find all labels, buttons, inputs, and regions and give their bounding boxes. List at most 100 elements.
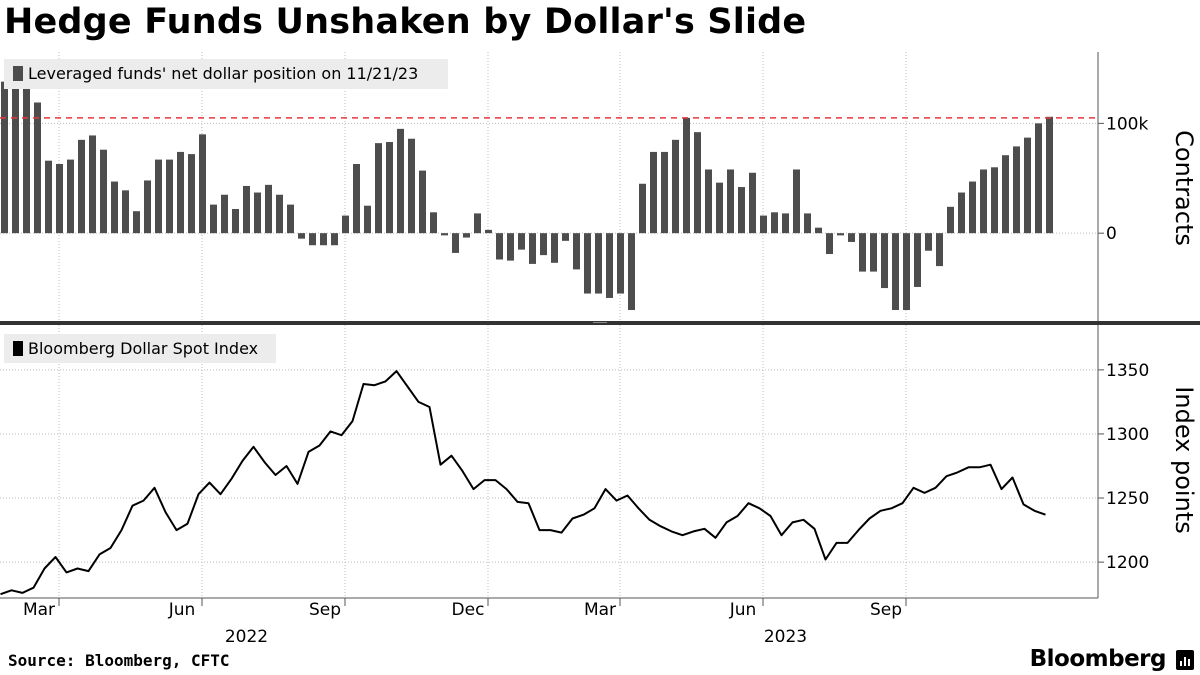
bar	[551, 233, 558, 263]
bar	[562, 233, 569, 241]
bar	[650, 151, 657, 234]
bar	[430, 212, 437, 234]
x-month-label: Jun	[168, 600, 196, 620]
x-month-labels: Mar Jun Sep Dec Mar Jun Sep	[23, 598, 907, 620]
bar	[639, 183, 646, 234]
bar	[892, 233, 899, 311]
bar	[397, 128, 404, 234]
bar	[914, 233, 921, 287]
x-year-labels: 2022 2023	[225, 627, 807, 647]
bar	[12, 81, 19, 234]
bar	[309, 233, 316, 246]
bar	[529, 233, 536, 264]
x-month-label: Mar	[23, 600, 55, 620]
bar	[969, 181, 976, 234]
bar	[474, 213, 481, 234]
bar	[243, 185, 250, 234]
bar	[936, 233, 943, 267]
bar	[573, 233, 580, 270]
bar	[1046, 116, 1053, 234]
bar	[760, 215, 767, 234]
bar	[749, 172, 756, 234]
x-month-label: Sep	[870, 600, 902, 620]
bar	[705, 169, 712, 234]
bar	[980, 169, 987, 234]
bar	[408, 138, 415, 234]
bar	[584, 233, 591, 294]
bar	[441, 233, 448, 236]
bar	[947, 206, 954, 234]
x-year-label: 2022	[225, 627, 268, 647]
bar	[661, 151, 668, 234]
chart-title: Hedge Funds Unshaken by Dollar's Slide	[4, 2, 807, 42]
bar	[45, 160, 52, 234]
bottom-legend-label: Bloomberg Dollar Spot Index	[28, 339, 258, 358]
x-month-label: Mar	[584, 600, 616, 620]
top-legend-swatch	[13, 66, 23, 81]
bar	[353, 163, 360, 234]
bar	[287, 204, 294, 234]
bar-series	[1, 81, 1053, 311]
bar	[276, 194, 283, 234]
bar	[34, 102, 41, 234]
bar	[23, 87, 30, 234]
bar	[848, 233, 855, 242]
bar	[265, 184, 272, 234]
bar	[694, 132, 701, 234]
y-tick-label: 1350	[1106, 361, 1149, 381]
bottom-gridlines	[0, 325, 1098, 598]
bottom-y-axis-title: Index points	[1170, 386, 1198, 533]
bar	[925, 233, 932, 251]
bar	[364, 205, 371, 234]
bar	[375, 143, 382, 234]
bar	[463, 233, 470, 238]
bar	[331, 233, 338, 246]
bar	[386, 142, 393, 234]
bar	[518, 233, 525, 250]
bottom-legend-swatch	[13, 341, 23, 356]
y-tick-label: 1250	[1106, 489, 1149, 509]
bar	[342, 215, 349, 234]
bar	[67, 159, 74, 234]
bar	[628, 233, 635, 311]
bar	[793, 169, 800, 234]
bar	[903, 233, 910, 311]
bar	[870, 233, 877, 272]
bar	[221, 194, 228, 234]
bar	[452, 233, 459, 253]
top-legend-box	[4, 59, 448, 89]
bar	[177, 151, 184, 234]
bar	[199, 134, 206, 234]
bar	[419, 170, 426, 234]
bar	[155, 159, 162, 234]
bar	[617, 233, 624, 294]
bar	[210, 204, 217, 234]
x-year-label: 2023	[764, 627, 807, 647]
source-note: Source: Bloomberg, CFTC	[8, 651, 230, 670]
bar	[254, 192, 261, 234]
top-y-axis-title: Contracts	[1170, 130, 1198, 246]
bar	[716, 182, 723, 234]
bar	[859, 233, 866, 272]
x-month-label: Sep	[309, 600, 341, 620]
bar	[298, 233, 305, 239]
bar	[606, 233, 613, 298]
bar	[1002, 155, 1009, 234]
bar	[837, 233, 844, 236]
y-tick-label: 0	[1106, 224, 1117, 244]
bottom-panel: 1200 1250 1300 1350 Index points Bloomberg …	[0, 325, 1198, 599]
bar	[1013, 146, 1020, 234]
bar	[144, 180, 151, 234]
bar	[1035, 123, 1042, 234]
bar	[89, 135, 96, 234]
top-panel: 0 100k Contracts Leveraged funds' net dol…	[0, 52, 1198, 321]
bar	[111, 181, 118, 234]
bar	[122, 190, 129, 234]
bar	[166, 159, 173, 234]
bar	[133, 211, 140, 234]
bar	[958, 192, 965, 234]
bloomberg-logo: Bloomberg	[1029, 646, 1167, 672]
bar	[683, 117, 690, 234]
bar	[540, 233, 547, 256]
x-month-label: Jun	[729, 600, 757, 620]
